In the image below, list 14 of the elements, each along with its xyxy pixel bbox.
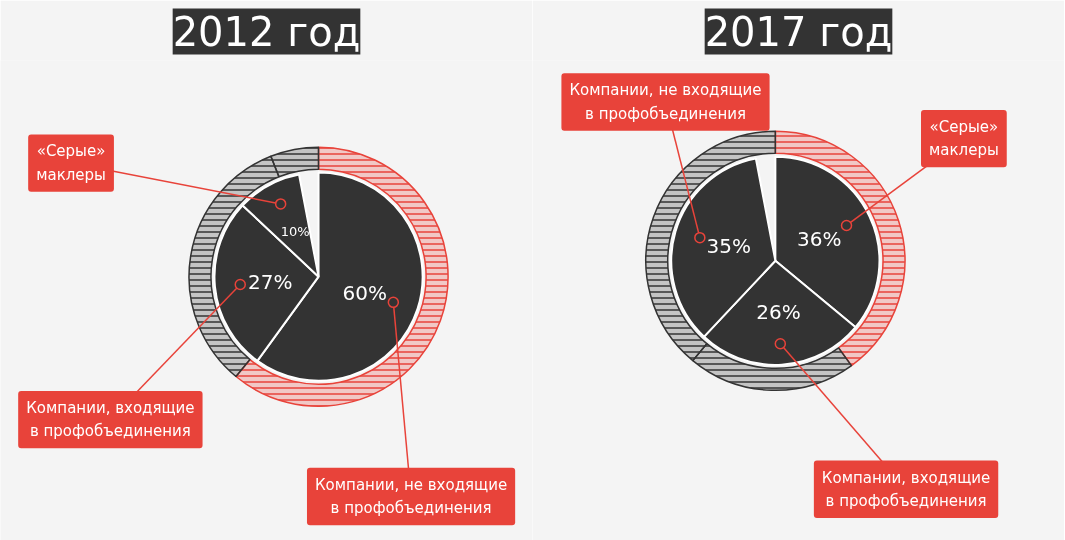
- slice-label: Компании, не входящие в профобъединения: [569, 81, 762, 123]
- data-label: 26%: [756, 300, 801, 324]
- slice-label: Компании, входящие в профобъединения: [821, 468, 991, 510]
- data-label: 10%: [280, 224, 310, 240]
- chart-title: 2017 год: [704, 8, 893, 55]
- chart-title: 2012 год: [172, 8, 361, 55]
- data-label: 35%: [706, 234, 751, 259]
- data-label: 36%: [797, 226, 842, 251]
- slice-label: «Серые» маклеры: [36, 142, 106, 184]
- data-label: 60%: [342, 280, 387, 305]
- data-label: 27%: [247, 269, 293, 294]
- slice-label: «Серые» маклеры: [929, 117, 999, 160]
- slice-label: Компании, входящие в профобъединения: [26, 398, 195, 441]
- slice-label: Компании, не входящие в профобъединения: [314, 475, 508, 518]
